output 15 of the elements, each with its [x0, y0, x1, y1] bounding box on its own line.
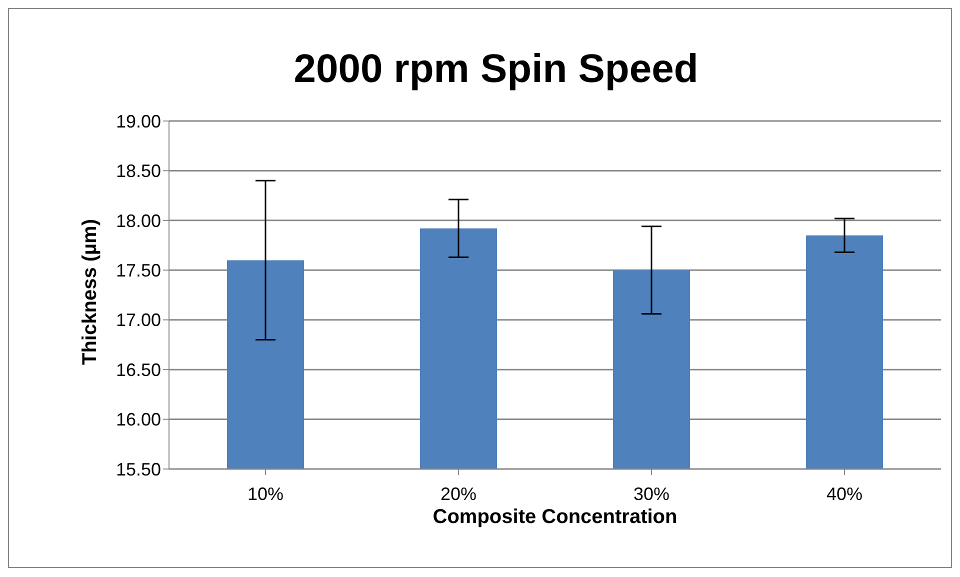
y-tick-label: 17.00 [116, 310, 161, 330]
x-axis-title: Composite Concentration [432, 506, 678, 528]
y-tick-label: 16.00 [116, 410, 161, 430]
y-tick-label: 18.50 [116, 161, 161, 182]
y-tick-label: 15.50 [116, 459, 161, 480]
x-tick-label: 30% [633, 484, 670, 504]
x-tick-label: 10% [247, 484, 284, 504]
y-tick-label: 19.00 [116, 111, 161, 132]
y-axis-title: Thickness (µm) [79, 218, 102, 365]
x-tick-label: 20% [440, 484, 477, 504]
y-tick-label: 18.00 [116, 210, 161, 231]
y-tick-label: 17.50 [116, 260, 161, 281]
chart-title: 2000 rpm Spin Speed [292, 47, 700, 92]
y-tick-label: 16.50 [116, 360, 161, 380]
x-tick-label: 40% [826, 484, 863, 504]
